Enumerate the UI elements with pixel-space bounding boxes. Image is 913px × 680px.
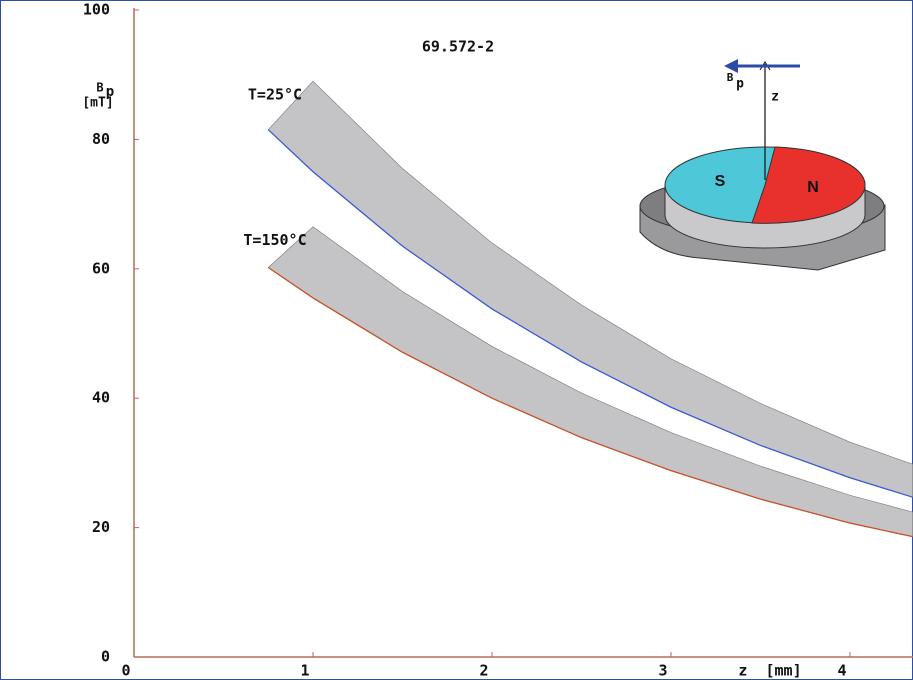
- chart-title: 69.572-2: [422, 38, 494, 56]
- y-label-symbol: B: [96, 81, 103, 95]
- magnet-inset: S N B p z: [640, 59, 885, 270]
- x-label: z [mm]: [738, 662, 801, 680]
- y-label-unit: [mT]: [82, 96, 113, 111]
- axis-symbol: z: [771, 90, 779, 105]
- y-tick-label: 40: [92, 389, 110, 407]
- x-tick-label: 2: [479, 662, 488, 680]
- south-label: S: [715, 173, 726, 190]
- y-tick-label: 20: [92, 518, 110, 536]
- y-tick-label: 80: [92, 130, 110, 148]
- band-area: [268, 227, 912, 537]
- x-tick-label: 3: [658, 662, 667, 680]
- north-label: N: [807, 179, 819, 196]
- x-tick-label: 0: [121, 662, 130, 680]
- page: {"chart_data": {"type": "band", "title":…: [0, 0, 913, 680]
- series-label: T=25°C: [248, 86, 302, 104]
- x-tick-label: 4: [837, 662, 846, 680]
- field-sub: p: [736, 77, 744, 92]
- y-tick-label: 100: [83, 1, 110, 19]
- series-label: T=150°C: [243, 231, 306, 249]
- y-tick-label: 0: [101, 648, 110, 666]
- chart: 69.572-2 B p [mT] z [mm] S N B p z 02040…: [0, 0, 913, 680]
- y-tick-label: 60: [92, 259, 110, 277]
- field-symbol: B: [727, 71, 734, 84]
- x-tick-label: 1: [300, 662, 309, 680]
